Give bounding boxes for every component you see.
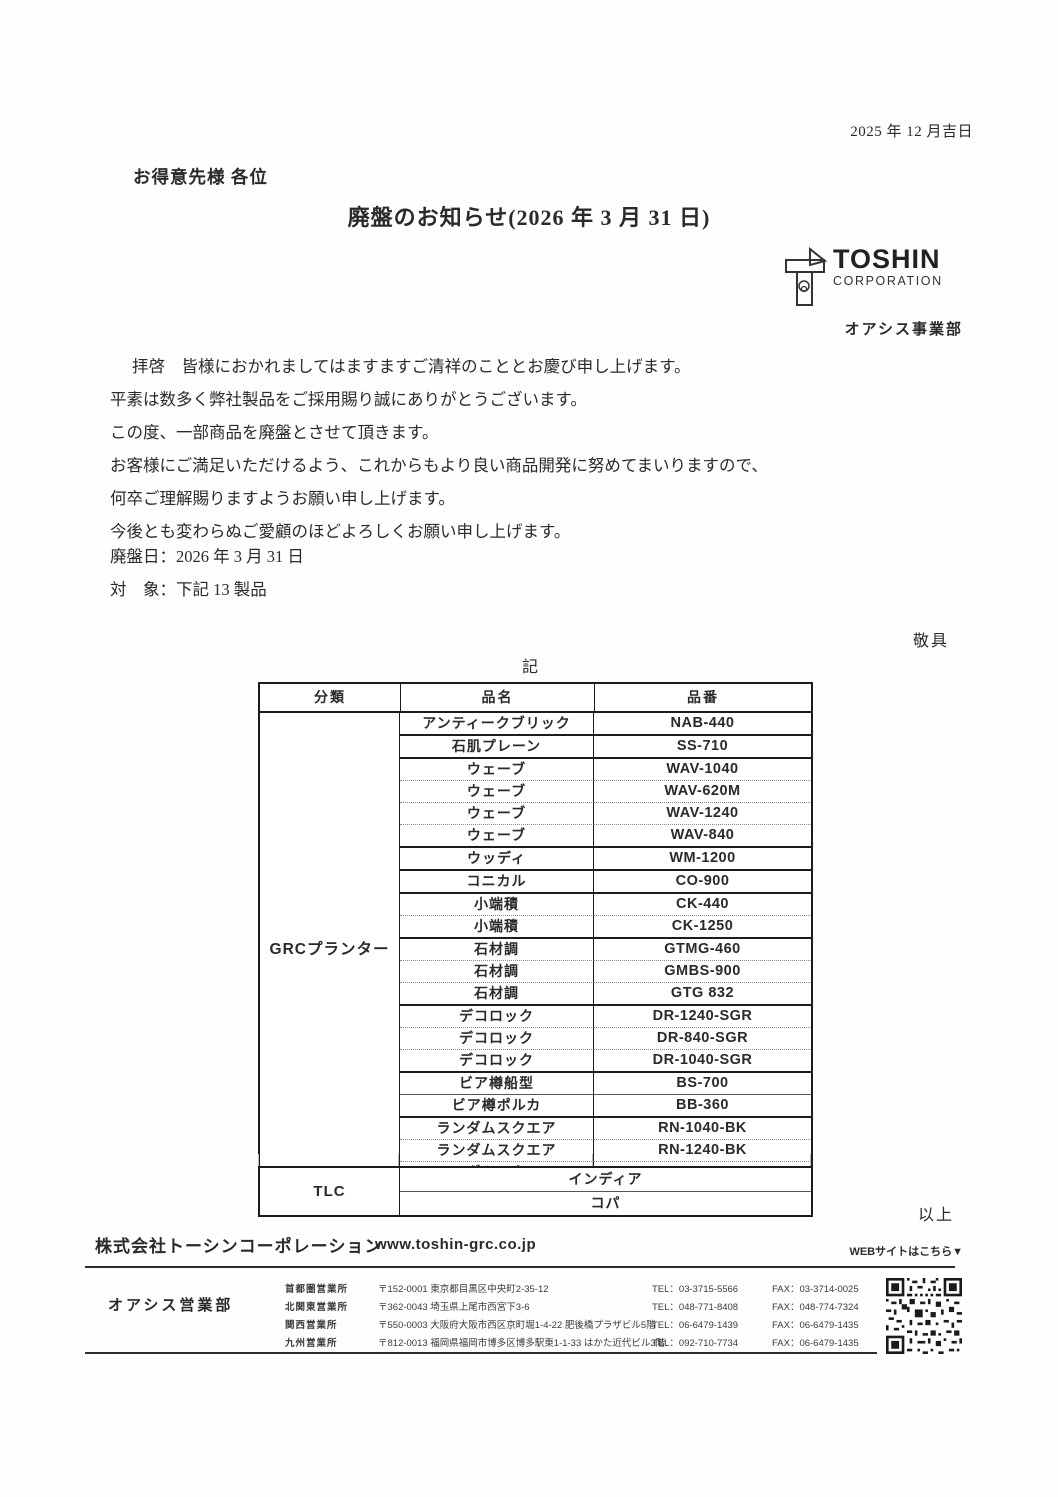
body-line: 何卒ご理解賜りますようお願い申し上げます。 (110, 489, 455, 508)
discontinue-date: 廃盤日：2026 年 3 月 31 日 (110, 547, 304, 566)
office-address: 〒550-0003 大阪府大阪市西区京町堀1-4-22 肥後橋プラザビル5階 (378, 1320, 656, 1331)
qr-code (886, 1278, 962, 1354)
office-tel: TEL：06-6479-1439 (652, 1320, 739, 1331)
office-name: 関西営業所 (285, 1320, 338, 1331)
office-fax: FAX：048-774-7324 (772, 1302, 859, 1313)
table-row: ビア樽船型 (400, 1073, 594, 1095)
table-row: RN-1040-BK (594, 1118, 811, 1140)
website-cta: WEBサイトはこちら▼ (849, 1246, 963, 1258)
table-row: NAB-440 (594, 713, 811, 736)
office-address: 〒362-0043 埼玉県上尾市西宮下3-6 (378, 1302, 530, 1313)
table-row: DR-1040-SGR (594, 1050, 811, 1073)
office-tel: TEL：092-710-7734 (652, 1338, 739, 1349)
table-row: ウェーブ (400, 759, 594, 781)
table-row: アンティークブリック (400, 713, 594, 736)
office-fax: FAX：03-3714-0025 (772, 1284, 859, 1295)
table-row: 小端積 (400, 894, 594, 916)
body-line: 拝啓 皆様におかれましてはますますご清祥のこととお慶び申し上げます。 (132, 357, 691, 376)
closing-keigu: 敬具 (913, 633, 950, 650)
product-table: 分類 品名 品番 GRCプランター アンティークブリック NAB-440 石肌プ… (258, 682, 813, 1185)
body-line: お客様にご満足いただけるよう、これからもより良い商品開発に努めてまいりますので、 (110, 456, 768, 475)
table-row: DR-1240-SGR (594, 1006, 811, 1028)
tlc-category-label: TLC (260, 1168, 400, 1215)
office-name: 北関東営業所 (285, 1302, 349, 1313)
table-row: ウェーブ (400, 781, 594, 803)
office-fax: FAX：06-6479-1435 (772, 1338, 859, 1349)
closing-ijou: 以上 (918, 1207, 955, 1224)
body-text: 拝啓 皆様におかれましてはますますご清祥のこととお慶び申し上げます。 平素は数多… (110, 350, 950, 548)
addressee: お得意先様 各位 (133, 167, 268, 187)
body-line: この度、一部商品を廃盤とさせて頂きます。 (110, 423, 439, 442)
table-row: GTG 832 (594, 983, 811, 1006)
table-row: デコロック (400, 1028, 594, 1050)
office-name: 九州営業所 (285, 1338, 338, 1349)
table-row: ウェーブ (400, 803, 594, 825)
table-row: SS-710 (594, 736, 811, 759)
table-row: 小端積 (400, 916, 594, 939)
logo-division: オアシス事業部 (844, 321, 963, 338)
table-row: 石材調 (400, 939, 594, 961)
page-title: 廃盤のお知らせ(2026 年 3 月 31 日) (347, 205, 711, 230)
table-row: GMBS-900 (594, 961, 811, 983)
office-tel: TEL：048-771-8408 (652, 1302, 739, 1313)
table-spacer (258, 1154, 811, 1166)
body-line: 今後とも変わらぬご愛顧のほどよろしくお願い申し上げます。 (110, 522, 571, 541)
office-row: 関西営業所 〒550-0003 大阪府大阪市西区京町堀1-4-22 肥後橋プラザ… (0, 1317, 1058, 1335)
table-row: ランダムスクエア (400, 1140, 594, 1162)
table-row: デコロック (400, 1050, 594, 1073)
column-header-category: 分類 (260, 684, 400, 713)
target-products: 対 象：下記 13 製品 (110, 580, 267, 599)
table-row: WM-1200 (594, 848, 811, 871)
table-row: GTMG-460 (594, 939, 811, 961)
category-label: GRCプランター (260, 713, 400, 1183)
table-row: ランダムスクエア (400, 1118, 594, 1140)
footer-divider-bottom (85, 1352, 877, 1354)
body-line: 平素は数多く弊社製品をご採用賜り誠にありがとうございます。 (110, 390, 587, 409)
office-row: 北関東営業所 〒362-0043 埼玉県上尾市西宮下3-6 TEL：048-77… (0, 1299, 1058, 1317)
office-tel: TEL：03-3715-5566 (652, 1284, 739, 1295)
table-row: 石材調 (400, 961, 594, 983)
table-row: RN-1240-BK (594, 1140, 811, 1162)
office-row: 九州営業所 〒812-0013 福岡県福岡市博多区博多駅東1-1-33 はかた近… (0, 1335, 1058, 1353)
office-address: 〒152-0001 東京都目黒区中央町2-35-12 (378, 1284, 549, 1295)
tlc-table: TLC インディア コパ (258, 1166, 813, 1217)
office-fax: FAX：06-6479-1435 (772, 1320, 859, 1331)
table-row: WAV-620M (594, 781, 811, 803)
table-row: CK-1250 (594, 916, 811, 939)
document-date: 2025 年 12 月吉日 (850, 124, 973, 140)
table-row: ビア樽ポルカ (400, 1095, 594, 1118)
table-row: ウェーブ (400, 825, 594, 848)
footer-divider-top (85, 1266, 955, 1268)
table-row: DR-840-SGR (594, 1028, 811, 1050)
column-header-name: 品名 (400, 684, 594, 713)
table-row: WAV-1040 (594, 759, 811, 781)
table-row: BS-700 (594, 1073, 811, 1095)
table-row: 石材調 (400, 983, 594, 1006)
company-logo: TOSHIN CORPORATION オアシス事業部 (783, 246, 963, 339)
table-row: 石肌プレーン (400, 736, 594, 759)
table-row: コパ (590, 1195, 621, 1211)
ki-marker: 記 (521, 659, 538, 676)
table-row: WAV-840 (594, 825, 811, 848)
department-name: オアシス営業部 (108, 1297, 234, 1314)
table-row: CO-900 (594, 871, 811, 894)
table-row: WAV-1240 (594, 803, 811, 825)
table-row: コニカル (400, 871, 594, 894)
column-header-code: 品番 (594, 684, 811, 713)
company-name: 株式会社トーシンコーポレーション (95, 1237, 383, 1256)
logo-subtitle: CORPORATION (833, 274, 943, 288)
office-name: 首都圏営業所 (285, 1284, 349, 1295)
table-row: BB-360 (594, 1095, 811, 1118)
toshin-logo-icon (785, 246, 827, 306)
table-row: インディア (400, 1168, 811, 1192)
table-row: ウッディ (400, 848, 594, 871)
table-row: デコロック (400, 1006, 594, 1028)
table-row: CK-440 (594, 894, 811, 916)
office-address: 〒812-0013 福岡県福岡市博多区博多駅東1-1-33 はかた近代ビル3階 (378, 1338, 666, 1349)
office-row: 首都圏営業所 〒152-0001 東京都目黒区中央町2-35-12 TEL：03… (0, 1281, 1058, 1299)
company-url: www.toshin-grc.co.jp (375, 1236, 537, 1253)
logo-name: TOSHIN (833, 244, 941, 274)
